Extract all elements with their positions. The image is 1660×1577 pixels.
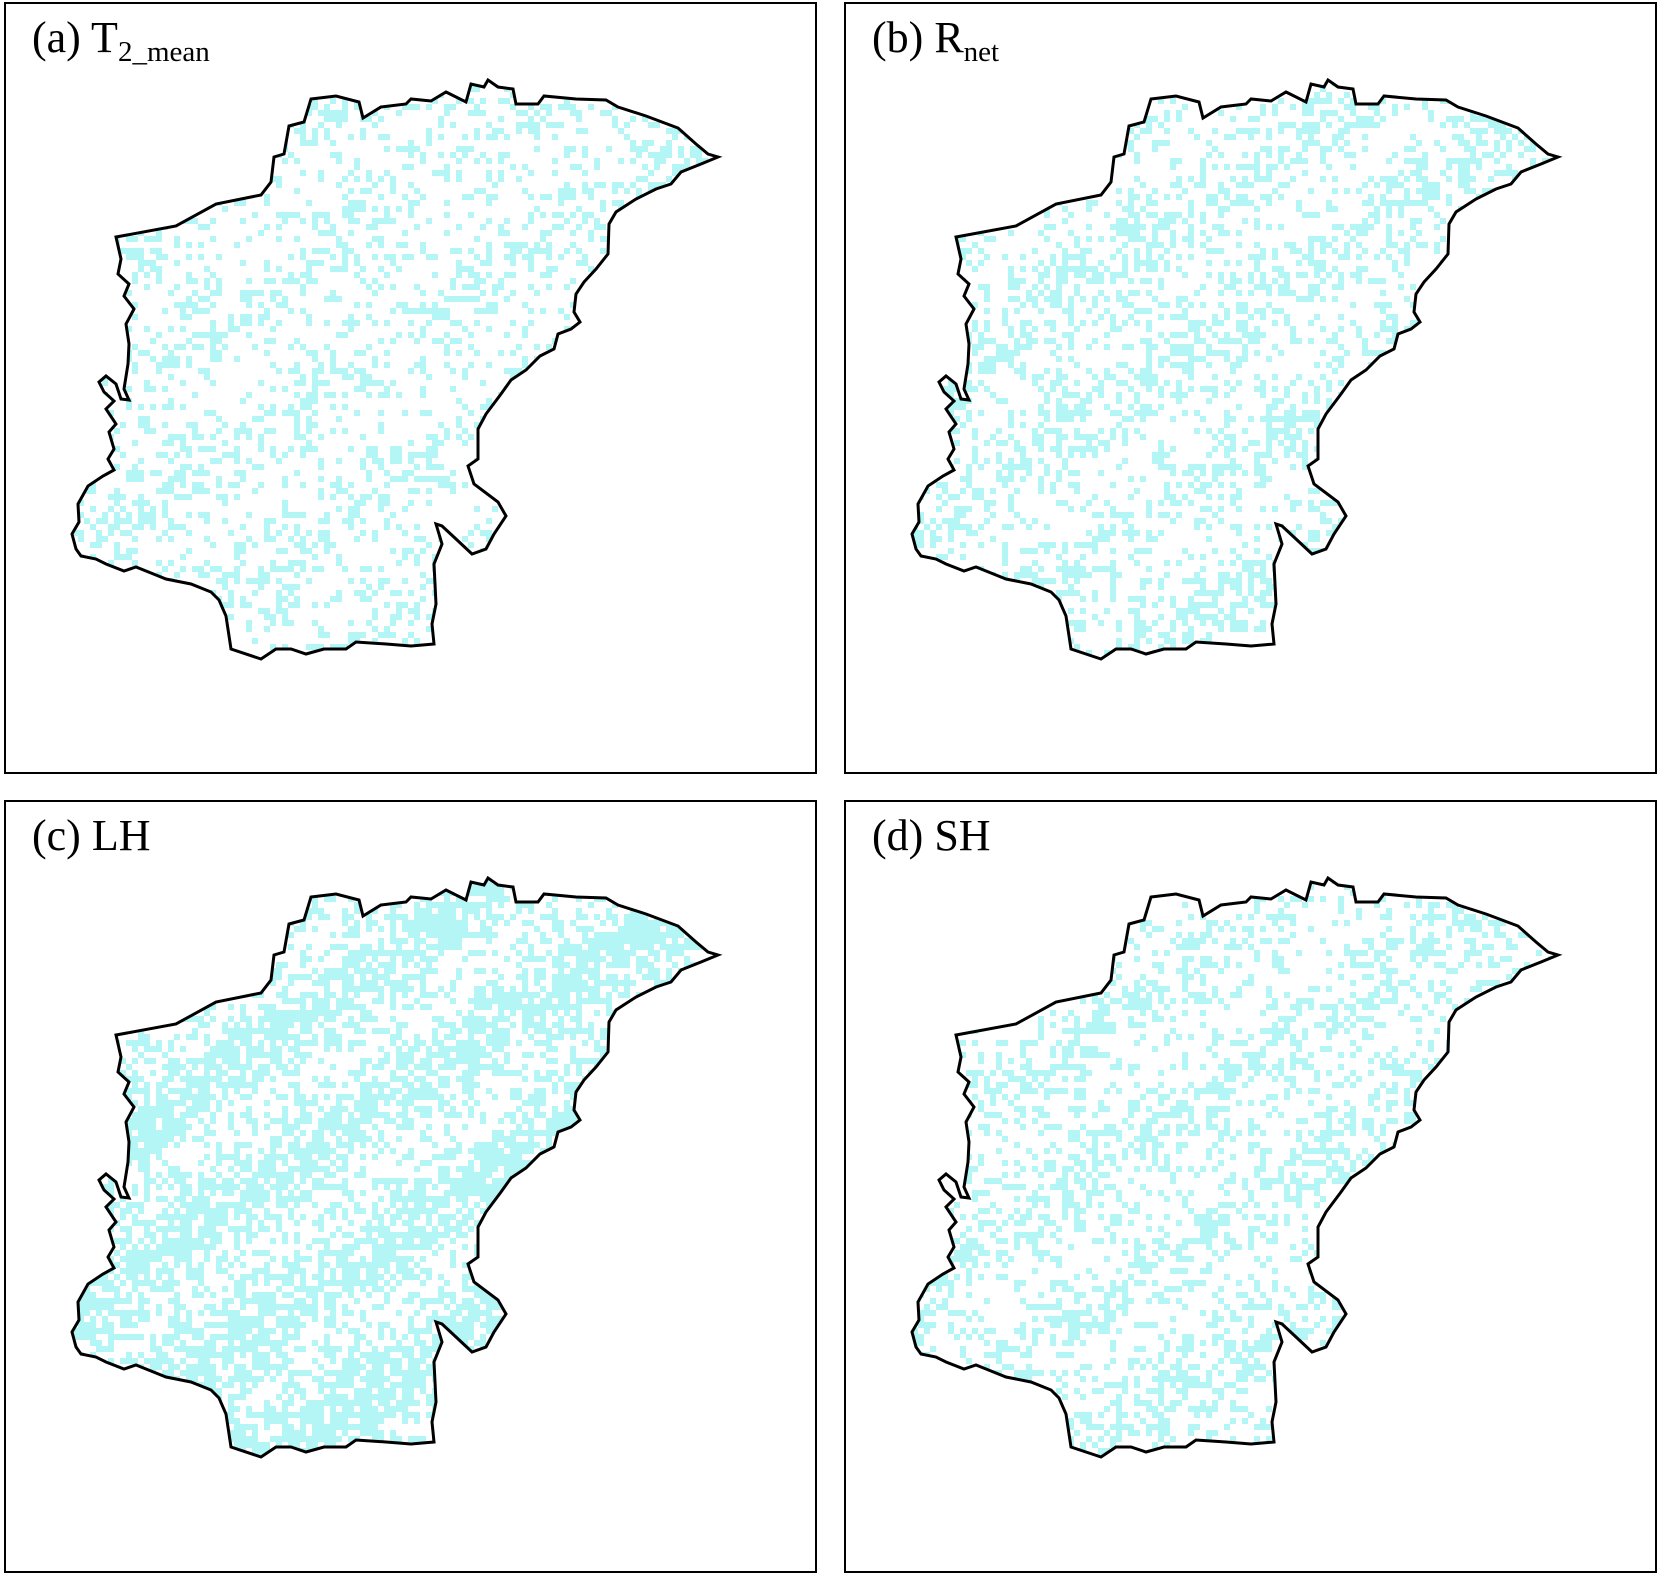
- highlight-cells: [912, 80, 1558, 659]
- panel-label-c: (c) LH: [32, 814, 151, 858]
- map-panel-b: (b) Rnet: [844, 2, 1657, 774]
- region-fill: [72, 80, 718, 659]
- highlight-cell-layer: [912, 80, 1558, 659]
- region-map-c: [70, 875, 723, 1459]
- panel-var-b: R: [934, 13, 964, 62]
- highlight-cells: [912, 878, 1558, 1457]
- region-outline: [70, 77, 723, 661]
- panel-label-d: (d) SH: [872, 814, 991, 858]
- panel-prefix-b: (b): [872, 13, 935, 62]
- highlight-cell-layer: [912, 878, 1558, 1457]
- panel-prefix-c: (c): [32, 811, 92, 860]
- panel-prefix-d: (d): [872, 811, 935, 860]
- map-panel-a: (a) T2_mean: [4, 2, 817, 774]
- panel-label-b: (b) Rnet: [872, 13, 999, 67]
- map-panel-d: (d) SH: [844, 800, 1657, 1573]
- region-map-b: [910, 77, 1563, 661]
- region-map-d: [910, 875, 1563, 1459]
- panel-label-a: (a) T2_mean: [32, 13, 210, 67]
- panel-var-c: LH: [91, 811, 151, 860]
- region-outline: [910, 77, 1563, 661]
- region-outline: [910, 875, 1563, 1459]
- highlight-cell-layer: [72, 878, 718, 1457]
- panel-prefix-a: (a): [32, 13, 92, 62]
- region-outline: [70, 875, 723, 1459]
- panel-var-sub-b: net: [963, 36, 1000, 68]
- highlight-cells: [72, 878, 718, 1457]
- panel-var-sub-a: 2_mean: [117, 36, 210, 68]
- panel-var-a: T: [91, 13, 118, 62]
- map-panel-c: (c) LH: [4, 800, 817, 1573]
- panel-var-d: SH: [934, 811, 991, 860]
- region-map-a: [70, 77, 723, 661]
